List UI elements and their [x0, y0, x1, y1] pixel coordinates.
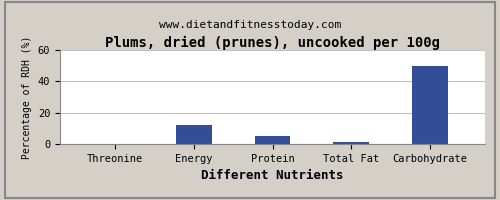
- X-axis label: Different Nutrients: Different Nutrients: [201, 169, 344, 182]
- Title: Plums, dried (prunes), uncooked per 100g: Plums, dried (prunes), uncooked per 100g: [105, 36, 440, 50]
- Text: www.dietandfitnesstoday.com: www.dietandfitnesstoday.com: [159, 20, 341, 30]
- Y-axis label: Percentage of RDH (%): Percentage of RDH (%): [22, 35, 32, 159]
- Bar: [255, 136, 290, 144]
- Bar: [176, 125, 212, 144]
- Bar: [334, 142, 369, 144]
- Bar: [412, 66, 448, 144]
